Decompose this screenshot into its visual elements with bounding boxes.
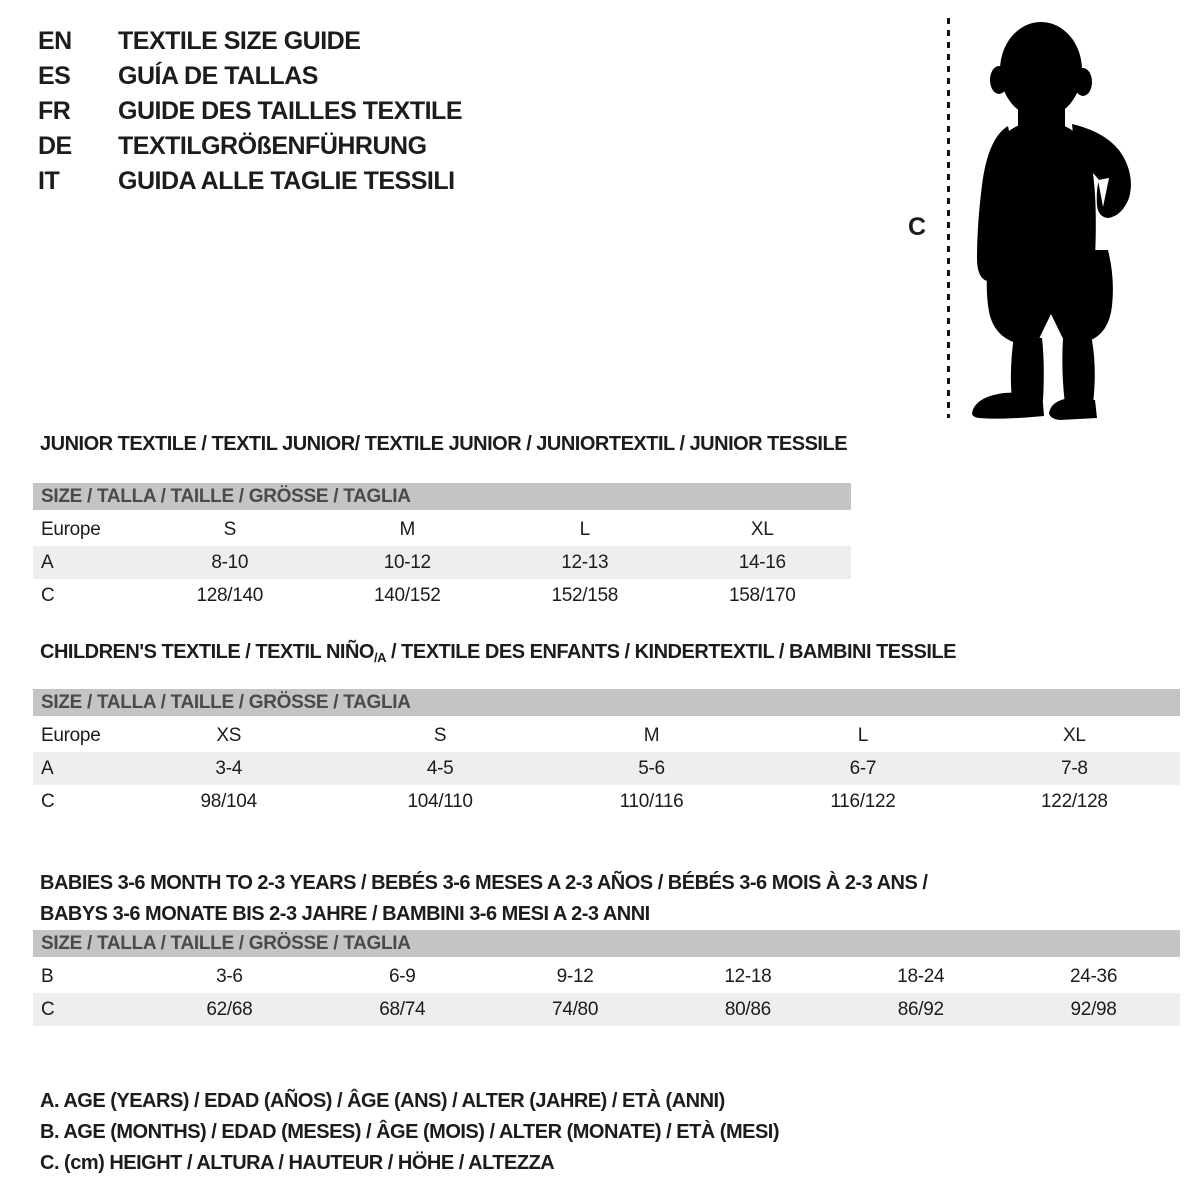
table-cell: 6-9 xyxy=(388,965,416,987)
table-cell: 140/152 xyxy=(373,584,441,606)
table-cell: 24-36 xyxy=(1070,965,1118,987)
footnote-age-years: A. AGE (YEARS) / EDAD (AÑOS) / ÂGE (ANS)… xyxy=(40,1090,725,1112)
children-title-subscript: /A xyxy=(373,650,387,665)
table-cell: 104/110 xyxy=(407,790,473,812)
table-cell: 116/122 xyxy=(830,790,896,812)
table-cell: 7-8 xyxy=(1061,757,1088,779)
table-cell: 158/170 xyxy=(728,584,796,606)
table-cell: L xyxy=(579,518,591,540)
table-row-months: B 3-6 6-9 9-12 12-18 18-24 24-36 xyxy=(33,960,1180,993)
table-cell: M xyxy=(643,724,660,746)
table-cell: 128/140 xyxy=(196,584,264,606)
table-cell: 68/74 xyxy=(379,998,426,1020)
table-cell: L xyxy=(857,724,869,746)
table-cell: 9-12 xyxy=(556,965,594,987)
language-row: EN TEXTILE SIZE GUIDE xyxy=(38,24,462,59)
table-cell: 8-10 xyxy=(211,551,249,573)
children-title-text: CHILDREN'S TEXTILE / TEXTIL NIÑO xyxy=(40,641,374,663)
row-label: C xyxy=(41,998,55,1020)
footnote-legend: A. AGE (YEARS) / EDAD (AÑOS) / ÂGE (ANS)… xyxy=(40,1086,780,1179)
size-header-bar: SIZE / TALLA / TAILLE / GRÖSSE / TAGLIA xyxy=(33,483,851,510)
table-cell: 12-18 xyxy=(724,965,772,987)
junior-section-title: JUNIOR TEXTILE / TEXTIL JUNIOR/ TEXTILE … xyxy=(40,433,848,455)
language-code: ES xyxy=(38,62,71,90)
table-row-height: C 98/104 104/110 110/116 116/122 122/128 xyxy=(33,785,1180,818)
babies-size-table: SIZE / TALLA / TAILLE / GRÖSSE / TAGLIA … xyxy=(33,930,1180,1026)
footnote-height-cm: C. (cm) HEIGHT / ALTURA / HAUTEUR / HÖHE… xyxy=(40,1152,555,1174)
table-cell: XL xyxy=(1063,724,1086,746)
babies-title-line2: BABYS 3-6 MONATE BIS 2-3 JAHRE / BAMBINI… xyxy=(40,903,650,925)
table-row-age: A 8-10 10-12 12-13 14-16 xyxy=(33,546,851,579)
table-row-height: C 128/140 140/152 152/158 158/170 xyxy=(33,579,851,612)
table-cell: S xyxy=(433,724,447,746)
row-label: A xyxy=(41,757,54,779)
table-cell: M xyxy=(399,518,416,540)
guide-title: TEXTILGRÖßENFÜHRUNG xyxy=(118,132,427,160)
language-code: DE xyxy=(38,132,72,160)
table-cell: 92/98 xyxy=(1070,998,1117,1020)
table-row-height: C 62/68 68/74 74/80 80/86 86/92 92/98 xyxy=(33,993,1180,1026)
babies-section-title: BABIES 3-6 MONTH TO 2-3 YEARS / BEBÉS 3-… xyxy=(40,868,928,930)
baby-silhouette-icon xyxy=(972,22,1131,420)
guide-title: GUIDA ALLE TAGLIE TESSILI xyxy=(118,167,455,195)
dashed-height-line xyxy=(947,18,950,418)
language-code: IT xyxy=(38,167,60,195)
guide-title: TEXTILE SIZE GUIDE xyxy=(118,27,361,55)
junior-size-table: SIZE / TALLA / TAILLE / GRÖSSE / TAGLIA … xyxy=(33,483,851,612)
size-header-bar: SIZE / TALLA / TAILLE / GRÖSSE / TAGLIA xyxy=(33,689,1180,716)
guide-title: GUIDE DES TAILLES TEXTILE xyxy=(118,97,463,125)
table-cell: XL xyxy=(750,518,774,540)
table-cell: 110/116 xyxy=(619,790,684,812)
row-label: B xyxy=(41,965,54,987)
table-cell: 5-6 xyxy=(638,757,665,779)
guide-title: GUÍA DE TALLAS xyxy=(118,62,318,90)
row-label: C xyxy=(41,584,55,606)
language-code: FR xyxy=(38,97,71,125)
row-label: Europe xyxy=(41,724,101,746)
table-cell: 6-7 xyxy=(849,757,877,779)
language-row: FR GUIDE DES TAILLES TEXTILE xyxy=(38,94,463,129)
table-cell: S xyxy=(223,518,237,540)
table-cell: 152/158 xyxy=(551,584,619,606)
table-cell: 3-4 xyxy=(215,757,242,779)
table-cell: 122/128 xyxy=(1041,790,1108,812)
row-label: A xyxy=(41,551,54,573)
table-cell: 10-12 xyxy=(383,551,431,573)
language-code: EN xyxy=(38,27,72,55)
children-section-title: CHILDREN'S TEXTILE / TEXTIL NIÑO/A / TEX… xyxy=(40,641,956,665)
table-cell: 4-5 xyxy=(426,757,454,779)
babies-title-line1: BABIES 3-6 MONTH TO 2-3 YEARS / BEBÉS 3-… xyxy=(40,872,928,894)
language-title-list: EN TEXTILE SIZE GUIDE ES GUÍA DE TALLAS … xyxy=(38,24,463,199)
children-size-table: SIZE / TALLA / TAILLE / GRÖSSE / TAGLIA … xyxy=(33,689,1180,818)
language-row: ES GUÍA DE TALLAS xyxy=(38,59,462,94)
table-cell: XS xyxy=(216,724,242,746)
language-row: IT GUIDA ALLE TAGLIE TESSILI xyxy=(38,164,462,199)
table-cell: 80/86 xyxy=(724,998,771,1020)
table-cell: 3-6 xyxy=(216,965,243,987)
table-cell: 74/80 xyxy=(552,998,599,1020)
table-row-age: A 3-4 4-5 5-6 6-7 7-8 xyxy=(33,752,1180,785)
table-cell: 18-24 xyxy=(897,965,945,987)
table-cell: 86/92 xyxy=(897,998,944,1020)
table-row-europe: Europe XS S M L XL xyxy=(33,719,1180,752)
table-cell: 14-16 xyxy=(738,551,786,573)
children-title-text: / TEXTILE DES ENFANTS / KINDERTEXTIL / B… xyxy=(385,641,956,663)
row-label: Europe xyxy=(41,518,101,540)
row-label: C xyxy=(41,790,55,812)
size-header-bar: SIZE / TALLA / TAILLE / GRÖSSE / TAGLIA xyxy=(33,930,1180,957)
table-cell: 62/68 xyxy=(206,998,253,1020)
table-row-europe: Europe S M L XL xyxy=(33,513,851,546)
table-cell: 12-13 xyxy=(561,551,609,573)
footnote-age-months: B. AGE (MONTHS) / EDAD (MESES) / ÂGE (MO… xyxy=(40,1121,780,1143)
language-row: DE TEXTILGRÖßENFÜHRUNG xyxy=(38,129,462,164)
table-cell: 98/104 xyxy=(200,790,258,812)
height-measure-label: C xyxy=(908,213,927,241)
